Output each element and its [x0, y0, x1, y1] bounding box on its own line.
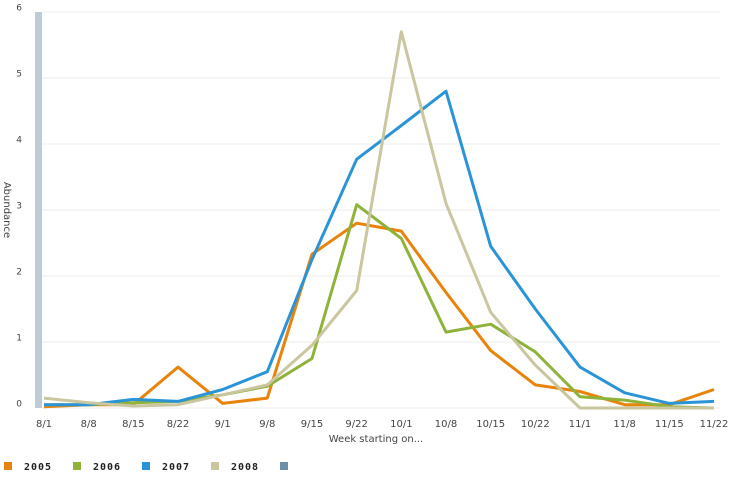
x-tick-label: 8/15: [122, 419, 144, 430]
y-axis-label: Abundance: [1, 182, 12, 238]
y-tick-label: 5: [16, 70, 22, 80]
x-tick-label: 11/15: [655, 419, 684, 430]
legend-swatch: [280, 462, 288, 470]
legend-swatch: [142, 462, 150, 470]
y-tick-label: 3: [16, 202, 22, 212]
x-tick-label: 8/1: [36, 419, 52, 430]
x-tick-label: 9/15: [301, 419, 323, 430]
x-tick-label: 8/22: [167, 419, 189, 430]
x-tick-label: 9/8: [259, 419, 275, 430]
x-tick-label: 10/1: [390, 419, 412, 430]
x-tick-label: 11/1: [569, 419, 591, 430]
series-line: [43, 221, 715, 409]
y-tick-label: 4: [16, 136, 22, 146]
y-tick-label: 2: [16, 268, 22, 278]
legend-label: 2007: [162, 462, 190, 473]
legend-swatch: [73, 462, 81, 470]
legend-label: 2006: [93, 462, 121, 473]
y-axis-bar: [35, 12, 42, 408]
series-line: [44, 89, 715, 407]
y-tick-label: 6: [16, 4, 22, 14]
series-line: [43, 30, 714, 410]
y-tick-label: 1: [16, 334, 22, 344]
x-tick-label: 10/8: [435, 419, 457, 430]
y-tick-label: 0: [16, 400, 22, 410]
x-tick-label: 11/22: [700, 419, 729, 430]
x-tick-label: 10/22: [521, 419, 550, 430]
x-tick-label: 10/15: [476, 419, 505, 430]
legend-label: 2005: [24, 462, 52, 473]
series-line: [44, 203, 715, 410]
x-tick-label: 8/8: [81, 419, 97, 430]
x-tick-label: 11/8: [613, 419, 635, 430]
x-tick-label: 9/1: [215, 419, 231, 430]
x-tick-label: 9/22: [345, 419, 367, 430]
x-axis-label: Week starting on...: [329, 434, 424, 445]
legend-swatch: [211, 462, 219, 470]
legend-label: 2008: [231, 462, 259, 473]
legend-swatch: [4, 462, 12, 470]
